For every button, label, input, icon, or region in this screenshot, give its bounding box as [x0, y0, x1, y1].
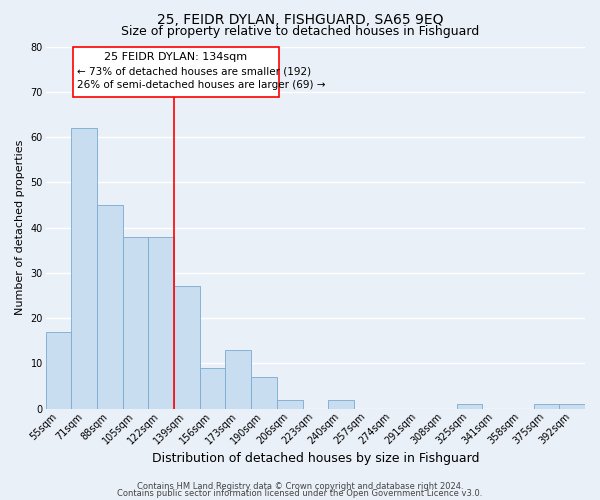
- Text: ← 73% of detached houses are smaller (192): ← 73% of detached houses are smaller (19…: [77, 66, 311, 76]
- Bar: [71, 128, 97, 408]
- Text: 26% of semi-detached houses are larger (69) →: 26% of semi-detached houses are larger (…: [77, 80, 325, 90]
- Y-axis label: Number of detached properties: Number of detached properties: [15, 140, 25, 316]
- Bar: [200, 368, 226, 408]
- X-axis label: Distribution of detached houses by size in Fishguard: Distribution of detached houses by size …: [152, 452, 479, 465]
- FancyBboxPatch shape: [73, 46, 280, 97]
- Bar: [46, 332, 71, 408]
- Bar: [123, 236, 148, 408]
- Text: Contains public sector information licensed under the Open Government Licence v3: Contains public sector information licen…: [118, 490, 482, 498]
- Bar: [148, 236, 174, 408]
- Text: Size of property relative to detached houses in Fishguard: Size of property relative to detached ho…: [121, 25, 479, 38]
- Text: 25 FEIDR DYLAN: 134sqm: 25 FEIDR DYLAN: 134sqm: [104, 52, 248, 62]
- Bar: [174, 286, 200, 408]
- Bar: [97, 205, 123, 408]
- Bar: [328, 400, 354, 408]
- Bar: [226, 350, 251, 408]
- Bar: [277, 400, 302, 408]
- Bar: [533, 404, 559, 408]
- Text: 25, FEIDR DYLAN, FISHGUARD, SA65 9EQ: 25, FEIDR DYLAN, FISHGUARD, SA65 9EQ: [157, 12, 443, 26]
- Text: Contains HM Land Registry data © Crown copyright and database right 2024.: Contains HM Land Registry data © Crown c…: [137, 482, 463, 491]
- Bar: [251, 377, 277, 408]
- Bar: [559, 404, 585, 408]
- Bar: [457, 404, 482, 408]
